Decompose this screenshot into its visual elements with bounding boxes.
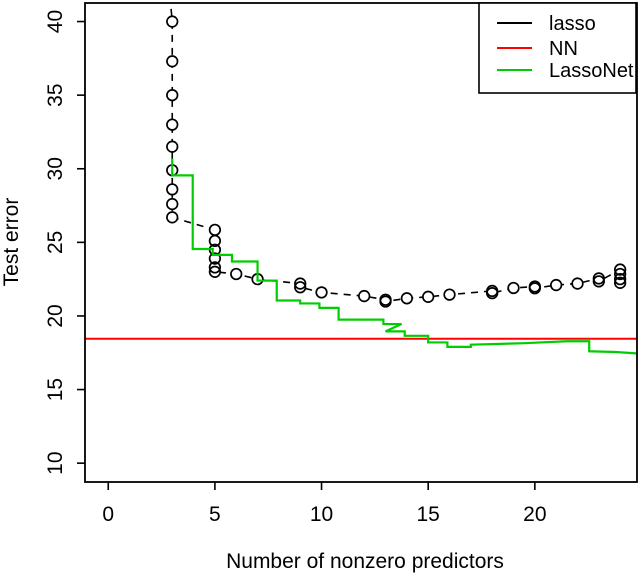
legend-label-lassonet: LassoNet [549,60,634,82]
lasso-point-fill [550,279,562,291]
lasso-line [169,3,621,303]
lasso-point-fill [316,287,327,298]
lasso-point-fill [614,277,626,289]
lasso-point [400,292,414,305]
lasso-point-fill [209,235,221,247]
lasso-point [166,140,179,153]
lasso-point-fill [444,289,455,300]
lasso-point-fill [294,281,306,293]
y-tick-label: 40 [44,10,67,33]
lassonet-line [171,158,637,355]
x-tick-label: 0 [102,503,114,526]
y-tick-label: 35 [44,83,67,106]
lasso-point [486,286,499,300]
lasso-point [613,273,627,286]
lasso-point [166,118,179,131]
lasso-point [550,278,563,292]
lasso-point [315,286,328,299]
legend-label-nn: NN [549,38,578,60]
lasso-point [208,252,222,265]
lasso-point-fill [593,276,605,287]
y-tick-label: 25 [44,231,67,254]
lasso-point [166,15,179,28]
lasso-point [166,88,179,102]
lasso-point [443,288,456,301]
lasso-point [358,289,371,303]
y-tick-label: 15 [44,378,67,401]
lasso-point-fill [209,224,221,236]
plot-box [84,2,638,483]
lasso-point [592,275,605,288]
lasso-point-fill [166,55,178,67]
lasso-point [507,281,520,295]
x-tick-label: 5 [209,503,221,526]
lasso-point-fill [422,291,434,303]
lasso-point [208,261,222,274]
lasso-point [230,267,243,281]
x-tick-label: 20 [523,503,546,526]
lasso-point [166,211,179,224]
lasso-point-fill [166,119,178,130]
lasso-point [571,277,584,290]
lasso-point-fill [166,89,178,101]
lasso-point [379,295,392,308]
lasso-point [422,290,435,303]
lasso-point-fill [166,16,178,27]
y-tick-label: 10 [44,451,67,474]
lasso-point [166,55,179,68]
y-tick-label: 20 [44,304,67,327]
lasso-point [613,276,627,289]
lasso-point-fill [166,212,178,223]
lasso-point-fill [508,282,519,294]
lasso-point [613,263,627,276]
lasso-point-fill [166,184,178,195]
x-tick-label: 15 [417,503,440,526]
lasso-point [166,183,179,196]
x-tick-label: 10 [310,503,333,526]
lasso-point [166,197,179,211]
lasso-point-fill [166,141,178,152]
lasso-point-fill [358,290,370,302]
lasso-point-fill [209,266,221,278]
lasso-point-fill [401,292,413,304]
lasso-point [613,267,627,281]
lasso-point [208,234,222,248]
y-axis-label: Test error [0,198,23,287]
lasso-point-fill [230,268,242,280]
legend: lasso NN LassoNet [478,2,637,94]
lasso-point [528,282,541,295]
lasso-point [208,265,222,278]
y-tick-label: 30 [44,157,67,180]
legend-label-lasso: lasso [549,13,596,35]
lasso-point [294,281,307,294]
lasso-point [294,277,307,290]
x-axis-label: Number of nonzero predictors [226,550,504,573]
lasso-point-fill [572,278,583,289]
lasso-point-fill [166,198,178,210]
